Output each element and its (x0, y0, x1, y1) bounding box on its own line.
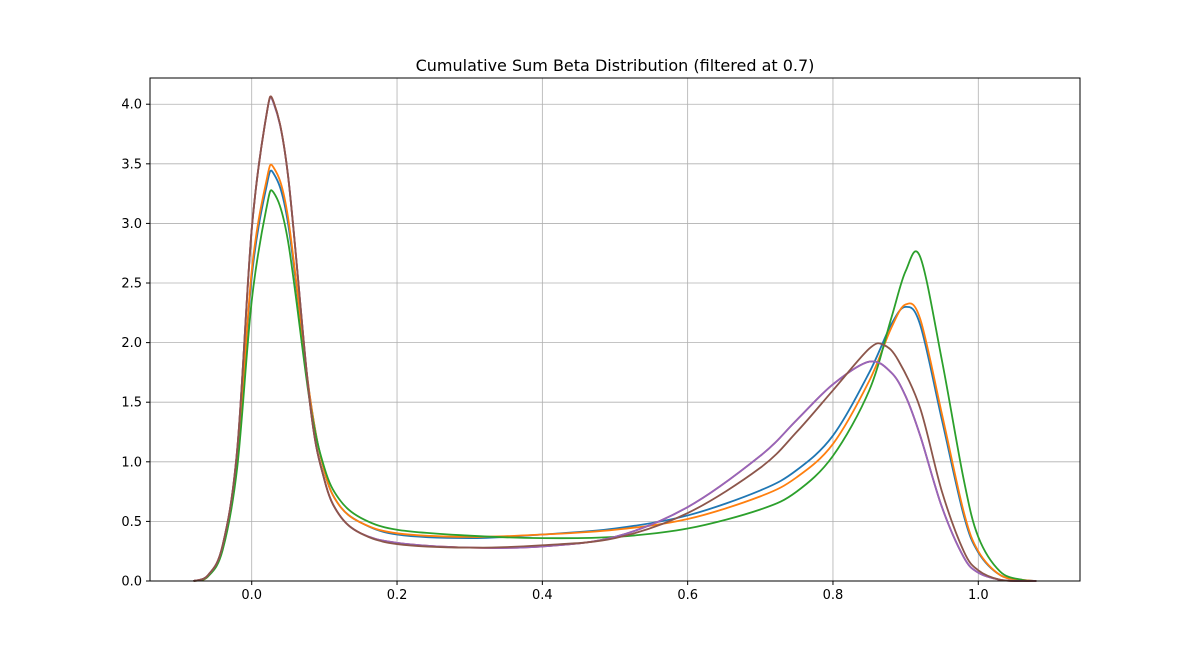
x-tick-label: 0.4 (532, 588, 553, 603)
x-tick-label: 0.0 (241, 588, 262, 603)
y-tick-label: 0.5 (121, 515, 142, 530)
chart-title: Cumulative Sum Beta Distribution (filter… (416, 56, 815, 75)
y-tick-label: 3.0 (121, 217, 142, 232)
plot-frame (149, 77, 1081, 582)
series-line-3 (193, 189, 1037, 582)
y-tick-label: 2.5 (121, 277, 142, 292)
x-tick-label: 0.6 (677, 588, 698, 603)
y-tick-label: 1.5 (121, 396, 142, 411)
x-tick-label: 1.0 (968, 588, 989, 603)
grid-lines (150, 78, 1080, 582)
x-tick-label: 0.2 (387, 588, 408, 603)
x-axis: 0.0 0.2 0.4 0.6 0.8 1.0 (241, 581, 989, 603)
series-lines (193, 95, 1037, 582)
y-tick-label: 2.0 (121, 336, 142, 351)
y-tick-label: 0.0 (121, 575, 142, 590)
y-tick-label: 4.0 (121, 98, 142, 113)
series-line-2 (193, 163, 1037, 582)
y-tick-label: 3.5 (121, 157, 142, 172)
y-tick-label: 1.0 (121, 455, 142, 470)
series-line-6 (193, 95, 1037, 582)
x-tick-label: 0.8 (823, 588, 844, 603)
y-axis: 0.0 0.5 1.0 1.5 2.0 2.5 3.0 3.5 4.0 (121, 98, 150, 590)
